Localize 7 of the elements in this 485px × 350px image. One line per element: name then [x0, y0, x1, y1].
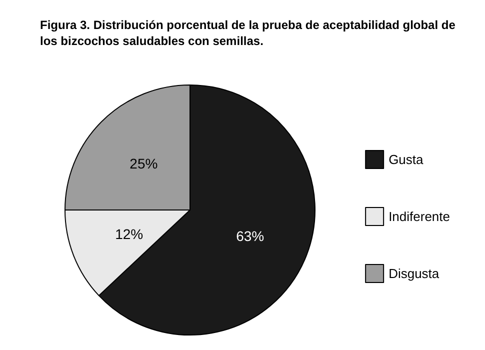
legend-label: Disgusta: [388, 266, 440, 281]
legend-label: Gusta: [388, 152, 424, 167]
data-label: 63%: [236, 228, 264, 244]
chart-title: Figura 3. Distribución porcentual de la prueba de aceptabilidad global de los bizcochos saludables con semillas.: [40, 18, 459, 48]
data-label: 25%: [130, 156, 158, 172]
data-label: 12%: [115, 226, 144, 242]
legend-label: Indiferente: [388, 209, 450, 224]
